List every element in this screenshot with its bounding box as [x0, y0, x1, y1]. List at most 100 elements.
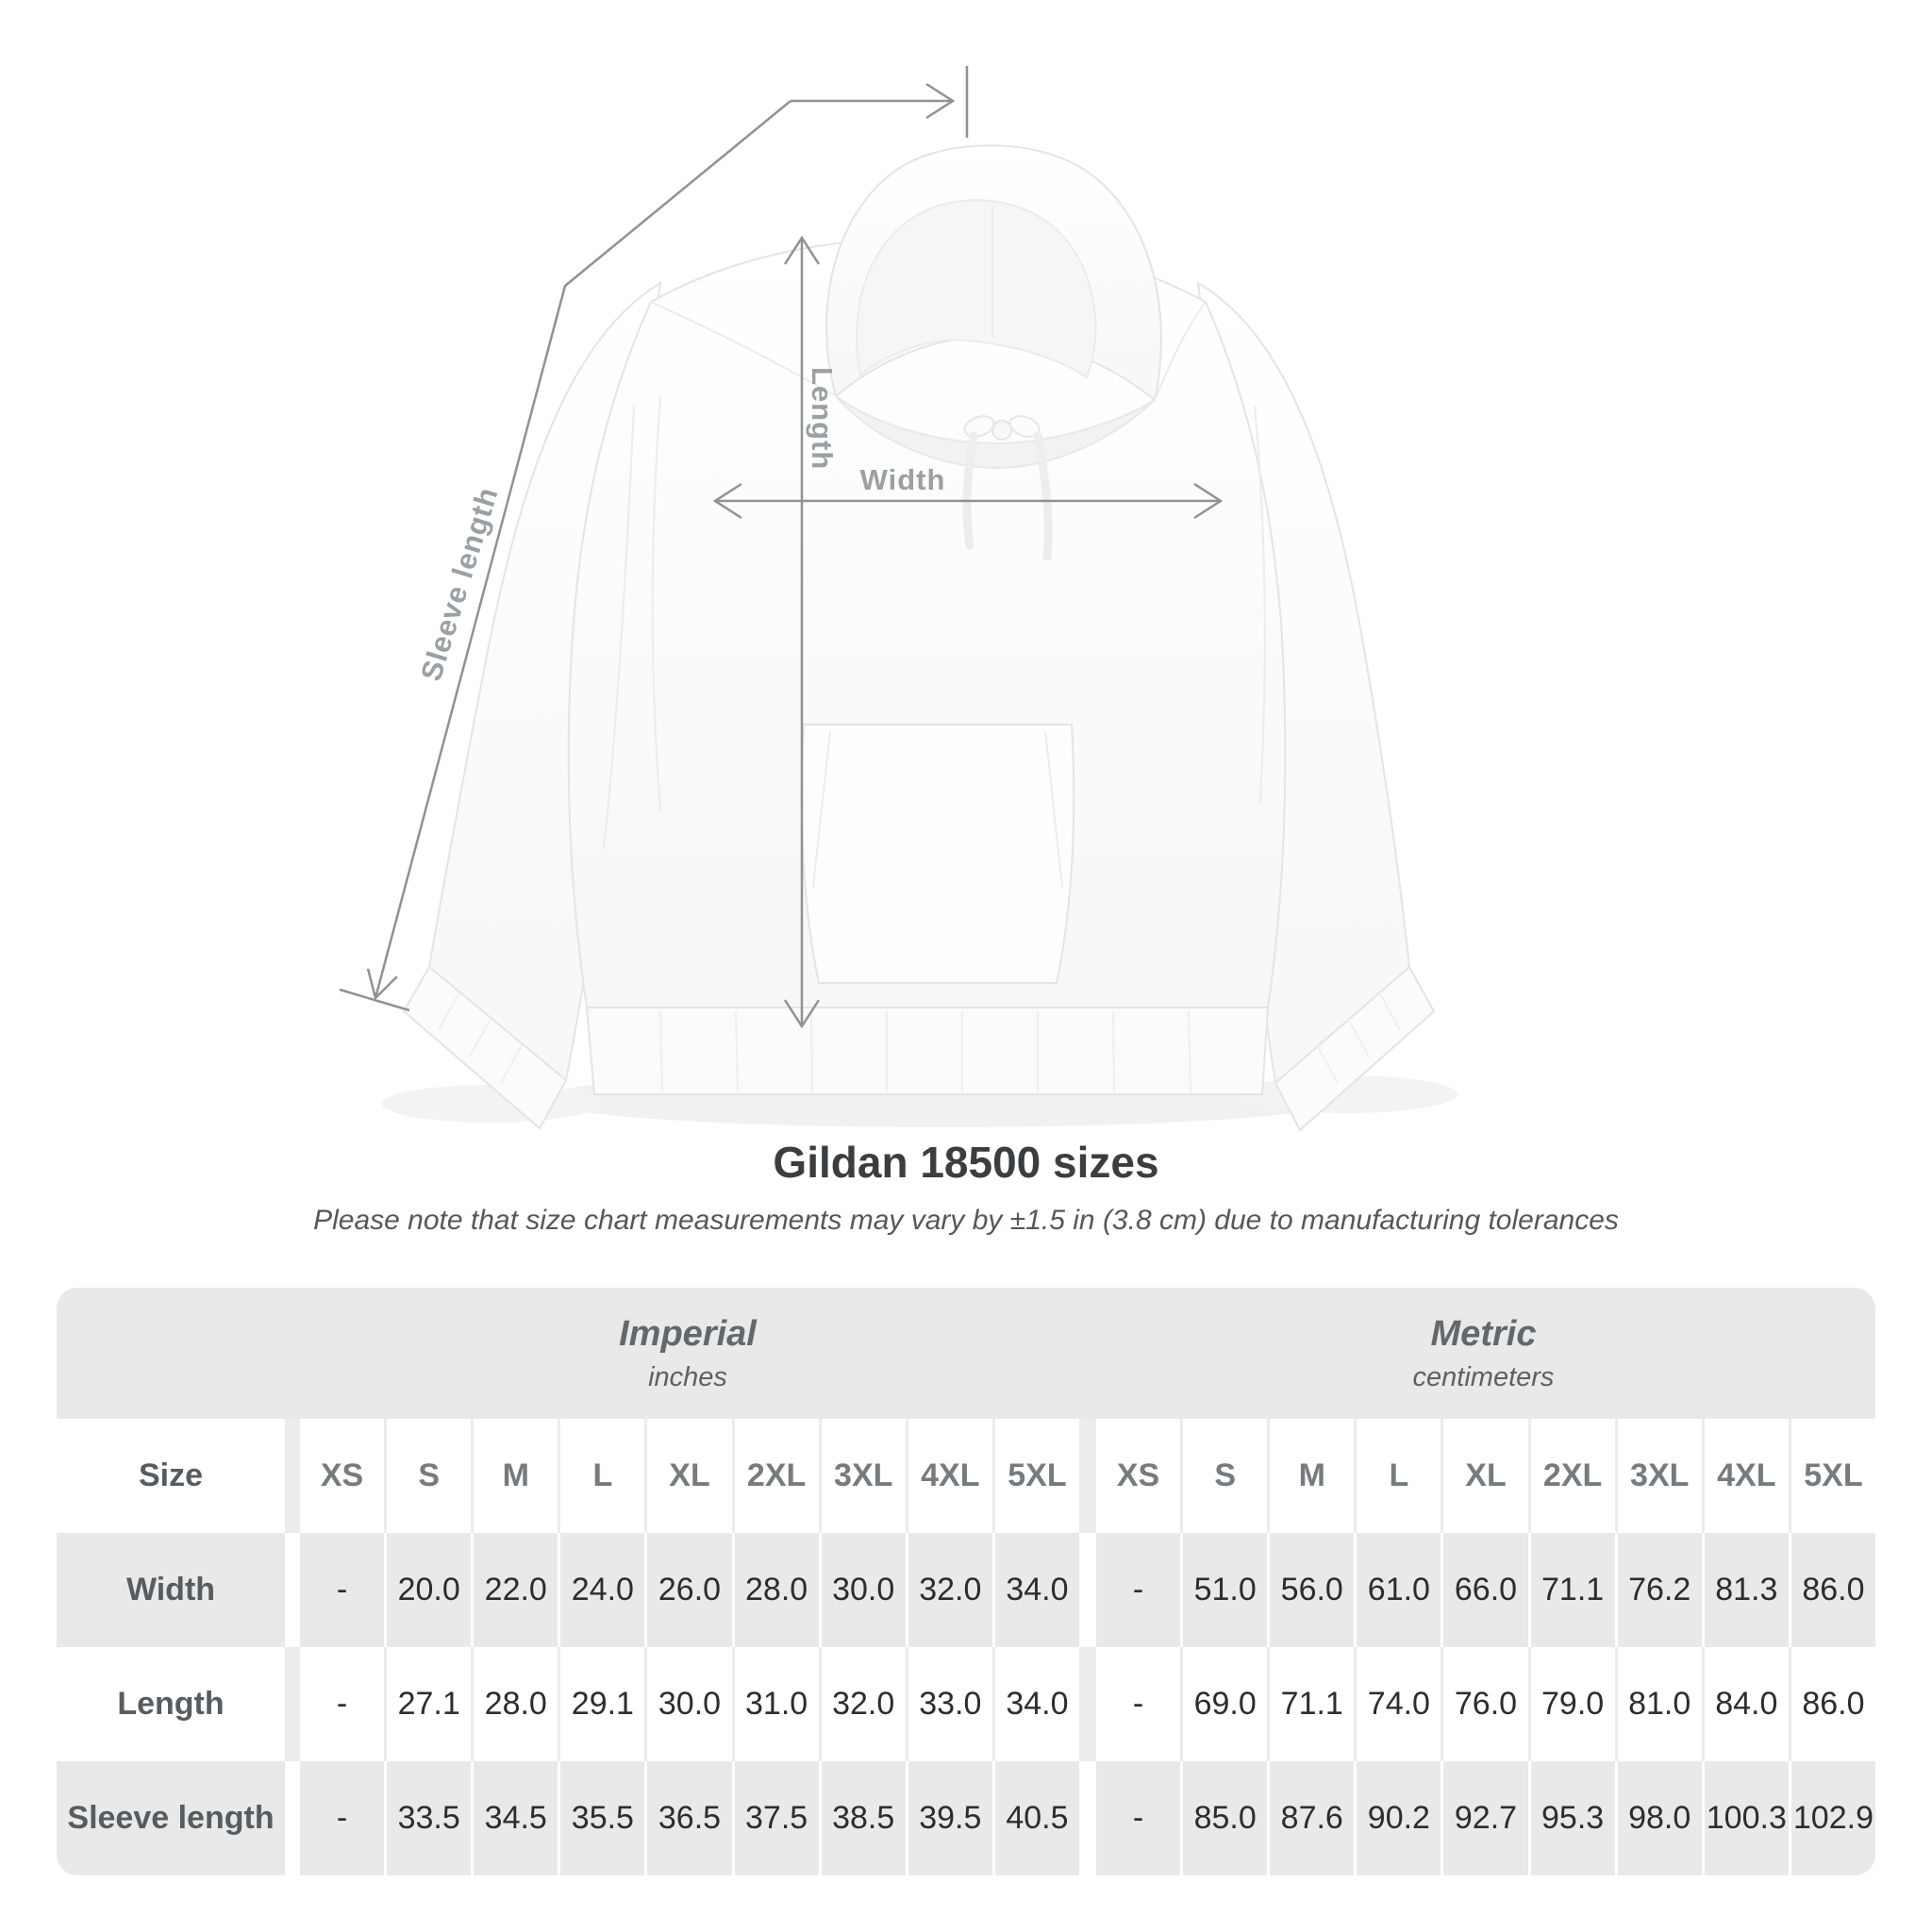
table-cell: 26.0 — [647, 1533, 732, 1647]
group-spacer — [1082, 1419, 1093, 1533]
table-cell: 87.6 — [1270, 1761, 1355, 1875]
table-cell: 38.5 — [821, 1761, 906, 1875]
table-cell: 81.3 — [1704, 1533, 1789, 1647]
table-cell: 28.0 — [474, 1647, 558, 1761]
table-cell: 31.0 — [734, 1647, 819, 1761]
table-cell: 24.0 — [560, 1533, 645, 1647]
table-cell: 98.0 — [1617, 1761, 1702, 1875]
hoodie-neckband — [835, 395, 1156, 470]
table-cell: - — [1096, 1533, 1181, 1647]
table-cell: XS — [300, 1419, 385, 1533]
table-cell: 3XL — [1617, 1419, 1702, 1533]
table-cell: L — [1357, 1419, 1441, 1533]
table-cell: 74.0 — [1357, 1647, 1441, 1761]
table-cell: 102.9 — [1790, 1761, 1875, 1875]
table-cell: 30.0 — [647, 1647, 732, 1761]
sleeve-right-arrowhead-icon — [925, 82, 956, 120]
metric-group-title: Metric — [1430, 1313, 1537, 1354]
table-cell: 95.3 — [1530, 1761, 1615, 1875]
hoodie-pocket — [800, 724, 1075, 984]
table-cell: 32.0 — [908, 1533, 992, 1647]
table-cell: 39.5 — [908, 1761, 992, 1875]
hoodie-left-cuff — [402, 965, 568, 1130]
column-spacer — [288, 1419, 297, 1533]
group-spacer — [1082, 1533, 1093, 1647]
table-cell: 5XL — [1790, 1419, 1875, 1533]
hoodie-drawstrings — [962, 415, 1053, 561]
table-cell: L — [560, 1419, 645, 1533]
table-cell: 29.1 — [560, 1647, 645, 1761]
column-spacer — [288, 1761, 297, 1875]
page-subtitle: Please note that size chart measurements… — [313, 1205, 1619, 1236]
sleeve-end-arrowhead-icon — [366, 968, 398, 1001]
row-label: Sleeve length — [57, 1761, 285, 1875]
metric-group-header: Metric centimeters — [1091, 1288, 1875, 1419]
row-label: Size — [57, 1419, 285, 1533]
table-cell: 100.3 — [1704, 1761, 1789, 1875]
length-dimension-label: Length — [806, 367, 839, 470]
table-cell: 69.0 — [1183, 1647, 1268, 1761]
table-cell: 71.1 — [1530, 1533, 1615, 1647]
table-cell: 84.0 — [1704, 1647, 1789, 1761]
table-cell: - — [300, 1761, 385, 1875]
table-cell: - — [300, 1533, 385, 1647]
table-row: Length -27.1 28.0 29.1 30.0 31.0 32.0 33.0 34.0-… — [57, 1647, 1875, 1761]
table-cell: 20.0 — [387, 1533, 472, 1647]
sleeve-end-tick — [339, 988, 410, 1012]
imperial-group-header: Imperial inches — [297, 1288, 1078, 1419]
table-cell: 85.0 — [1183, 1761, 1268, 1875]
column-spacer — [288, 1533, 297, 1647]
row-label: Length — [57, 1647, 285, 1761]
table-cell: 51.0 — [1183, 1533, 1268, 1647]
table-row: Sleeve length -33.5 34.5 35.5 36.5 37.5 38.5 39… — [57, 1761, 1875, 1875]
table-cell: 33.5 — [387, 1761, 472, 1875]
table-cell: XL — [647, 1419, 732, 1533]
table-row: Width -20.0 22.0 24.0 26.0 28.0 30.0 32.0 34.0-5… — [57, 1533, 1875, 1647]
title-block: Gildan 18500 sizes Please note that size… — [0, 1137, 1932, 1237]
table-cell: 35.5 — [560, 1761, 645, 1875]
table-cell: 4XL — [1704, 1419, 1789, 1533]
hoodie-ribbing — [438, 991, 1401, 1093]
table-cell: 66.0 — [1443, 1533, 1528, 1647]
table-cell: 56.0 — [1270, 1533, 1355, 1647]
width-left-arrowhead-icon — [712, 482, 742, 520]
column-spacer — [288, 1647, 297, 1761]
hoodie-illustration — [402, 144, 1436, 1132]
row-label: Width — [57, 1533, 285, 1647]
table-cell: - — [1096, 1761, 1181, 1875]
table-cell: XL — [1443, 1419, 1528, 1533]
table-cell: 34.0 — [994, 1647, 1079, 1761]
length-up-arrowhead-icon — [783, 235, 821, 265]
size-table: Imperial inches Metric centimeters Size X… — [57, 1288, 1875, 1875]
hoodie-right-cuff — [1274, 965, 1436, 1132]
width-right-arrowhead-icon — [1193, 482, 1224, 520]
table-cell: 28.0 — [734, 1533, 819, 1647]
table-cell: - — [1096, 1647, 1181, 1761]
table-cell: M — [474, 1419, 558, 1533]
table-cell: 4XL — [908, 1419, 992, 1533]
table-cell: 86.0 — [1790, 1533, 1875, 1647]
table-cell: 32.0 — [821, 1647, 906, 1761]
length-down-arrowhead-icon — [783, 999, 821, 1029]
table-size-header-row: Size XS S M L XL 2XL 3XL 4XL 5XL XS S M L XL 2XL 3XL 4XL 5… — [57, 1419, 1875, 1533]
metric-group-unit: centimeters — [1412, 1361, 1555, 1392]
sleeve-diagonal-line — [374, 100, 791, 999]
table-cell: S — [387, 1419, 472, 1533]
table-cell: 90.2 — [1357, 1761, 1441, 1875]
table-cell: 27.1 — [387, 1647, 472, 1761]
imperial-group-title: Imperial — [619, 1313, 757, 1354]
table-cell: 3XL — [821, 1419, 906, 1533]
table-rows: Size XS S M L XL 2XL 3XL 4XL 5XL XS S M L XL 2XL 3XL 4XL 5… — [57, 1419, 1875, 1875]
group-spacer — [1082, 1647, 1093, 1761]
table-cell: 2XL — [734, 1419, 819, 1533]
table-cell: 40.5 — [994, 1761, 1079, 1875]
table-cell: 81.0 — [1617, 1647, 1702, 1761]
table-cell: M — [1270, 1419, 1355, 1533]
table-cell: 92.7 — [1443, 1761, 1528, 1875]
table-cell: S — [1183, 1419, 1268, 1533]
table-cell: 34.0 — [994, 1533, 1079, 1647]
table-cell: 2XL — [1530, 1419, 1615, 1533]
table-cell: 86.0 — [1790, 1647, 1875, 1761]
imperial-group-unit: inches — [648, 1361, 727, 1392]
